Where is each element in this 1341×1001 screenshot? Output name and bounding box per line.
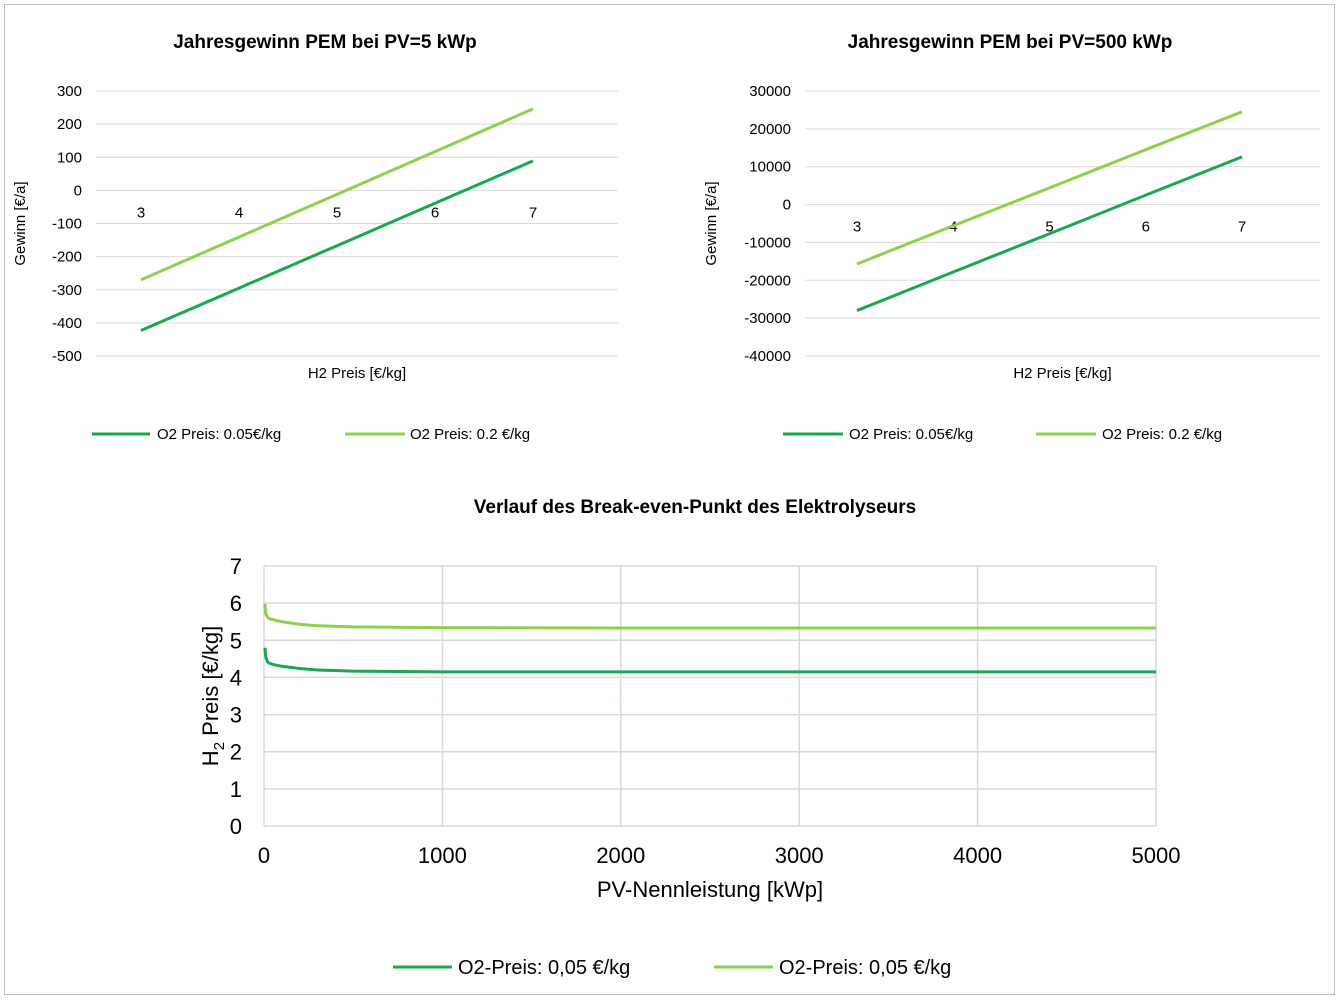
y-tick-label: -500 <box>52 348 82 365</box>
x-axis-label: PV-Nennleistung [kWp] <box>597 877 823 902</box>
y-tick-label: 200 <box>57 116 82 133</box>
y-tick-label: -20000 <box>744 272 791 289</box>
y-tick-label: 1 <box>230 777 242 802</box>
x-tick-label: 5000 <box>1132 843 1181 868</box>
legend-label: O2 Preis: 0.05€/kg <box>849 426 973 443</box>
y-tick-label: 300 <box>57 83 82 100</box>
legend-label: O2 Preis: 0.2 €/kg <box>410 426 530 443</box>
chart-3: Verlauf des Break-even-Punkt des Elektro… <box>198 497 1180 979</box>
y-tick-label: -200 <box>52 249 82 266</box>
y-axis-label: H2 Preis [€/kg] <box>198 626 228 766</box>
x-tick-label: 1000 <box>418 843 467 868</box>
y-tick-label: 30000 <box>749 83 791 100</box>
y-tick-label: -400 <box>52 315 82 332</box>
y-tick-label: 0 <box>230 814 242 839</box>
chart-2: Jahresgewinn PEM bei PV=500 kWp 30000 2000… <box>703 32 1320 443</box>
series-line-1 <box>263 647 1156 674</box>
x-category-label: 3 <box>137 204 145 221</box>
y-tick-label: 7 <box>230 554 242 579</box>
legend-label: O2 Preis: 0.2 €/kg <box>1102 426 1222 443</box>
x-tick-label: 3000 <box>775 843 824 868</box>
x-category-label: 7 <box>529 204 537 221</box>
x-category-label: 6 <box>1142 219 1150 236</box>
y-tick-label: -30000 <box>744 310 791 327</box>
x-category-label: 6 <box>431 204 439 221</box>
y-tick-label: -100 <box>52 216 82 233</box>
y-tick-label: 4 <box>230 665 242 690</box>
y-tick-label: 20000 <box>749 121 791 138</box>
legend-label: O2-Preis: 0,05 €/kg <box>458 957 630 979</box>
series-line-2 <box>263 603 1156 630</box>
x-category-label: 5 <box>333 204 341 221</box>
y-axis-label: Gewinn [€/a] <box>12 181 29 265</box>
x-axis-label: H2 Preis [€/kg] <box>308 365 406 382</box>
y-tick-label: 10000 <box>749 159 791 176</box>
y-tick-label: -40000 <box>744 348 791 365</box>
y-tick-label: -10000 <box>744 234 791 251</box>
x-tick-label: 4000 <box>953 843 1002 868</box>
y-tick-label: 0 <box>783 197 791 214</box>
x-axis-label: H2 Preis [€/kg] <box>1013 365 1111 382</box>
y-tick-label: 3 <box>230 703 242 728</box>
chart-title: Jahresgewinn PEM bei PV=500 kWp <box>848 32 1173 53</box>
legend-label: O2-Preis: 0,05 €/kg <box>779 957 951 979</box>
y-axis-label: Gewinn [€/a] <box>703 181 720 265</box>
x-category-label: 5 <box>1045 219 1053 236</box>
y-tick-label: 2 <box>230 740 242 765</box>
x-category-label: 7 <box>1238 219 1246 236</box>
y-tick-label: 5 <box>230 628 242 653</box>
x-tick-label: 2000 <box>596 843 645 868</box>
y-tick-label: -300 <box>52 282 82 299</box>
chart-1: Jahresgewinn PEM bei PV=5 kWp 300 200 100 0 -… <box>12 32 618 443</box>
y-tick-label: 6 <box>230 591 242 616</box>
legend-label: O2 Preis: 0.05€/kg <box>157 426 281 443</box>
chart-title: Verlauf des Break-even-Punkt des Elektro… <box>474 497 916 518</box>
y-tick-label: 0 <box>74 182 82 199</box>
figure-frame <box>4 4 1335 995</box>
x-tick-label: 0 <box>258 843 270 868</box>
x-category-label: 4 <box>235 204 243 221</box>
chart-title: Jahresgewinn PEM bei PV=5 kWp <box>173 32 477 53</box>
y-tick-label: 100 <box>57 149 82 166</box>
x-category-label: 3 <box>853 219 861 236</box>
